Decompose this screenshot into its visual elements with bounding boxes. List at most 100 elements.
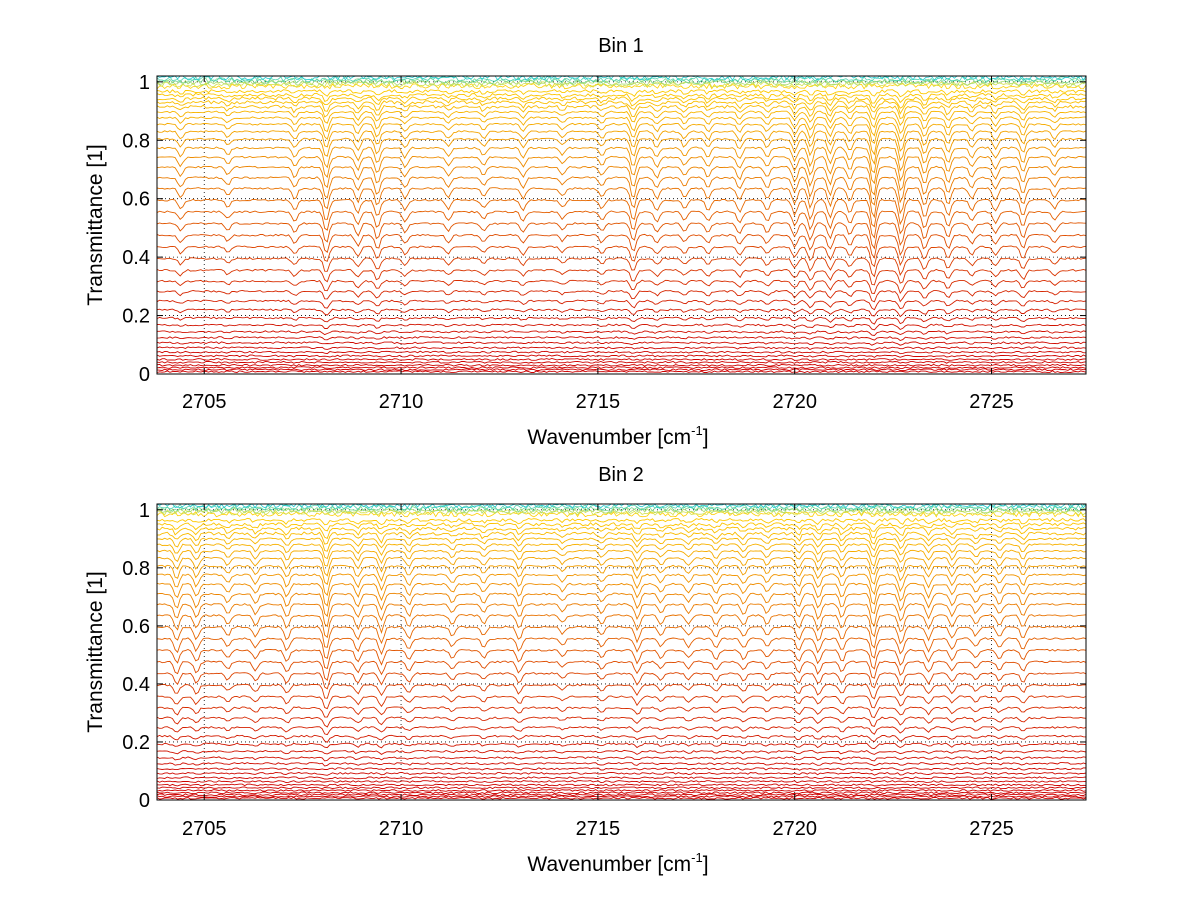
transmittance-curve: [156, 625, 1087, 649]
transmittance-curve: [156, 299, 1087, 311]
x-tick-label: 2725: [969, 818, 1014, 840]
transmittance-curve: [156, 756, 1087, 762]
transmittance-curve: [156, 573, 1087, 597]
transmittance-curve: [156, 279, 1086, 295]
y-tick-label: 0: [139, 790, 150, 812]
axes-box: [156, 75, 1087, 375]
subplot-bin-1: Bin 1 2705 2710 2715 2720 2725 0 0.2 0.4…: [84, 35, 1087, 449]
transmittance-curve: [156, 308, 1087, 318]
transmittance-curve: [156, 122, 1087, 145]
transmittance-curve: [156, 257, 1087, 278]
transmittance-curve: [156, 89, 1087, 98]
transmittance-curve: [156, 762, 1087, 767]
x-tick-label: 2720: [772, 391, 817, 413]
transmittance-curve: [156, 350, 1087, 355]
x-tick-label: 2720: [772, 818, 817, 840]
y-tick-label: 0.4: [122, 247, 150, 269]
transmittance-curve: [156, 110, 1087, 129]
y-tick-label: 1: [139, 72, 150, 94]
transmittance-curve: [157, 531, 1087, 545]
transmittance-curve: [156, 726, 1087, 736]
transmittance-curve: [156, 517, 1087, 526]
x-tick-label: 2705: [182, 818, 227, 840]
y-tick-label: 0: [139, 364, 150, 386]
transmittance-curve: [156, 791, 1087, 795]
transmittance-curve: [156, 783, 1087, 787]
transmittance-curve: [156, 268, 1087, 286]
transmittance-curve: [156, 767, 1087, 771]
transmittance-curve: [156, 683, 1087, 700]
transmittance-curve: [156, 323, 1087, 331]
chart-title: Bin 2: [598, 464, 644, 486]
x-tick-label: 2715: [576, 818, 621, 840]
transmittance-curve: [156, 289, 1087, 303]
transmittance-curve: [157, 672, 1087, 690]
transmittance-curve: [156, 749, 1087, 755]
subplot-bin-2: Bin 2 2705 2710 2715 2720 2725 0 0.2 0.4…: [84, 464, 1087, 876]
transmittance-curve: [156, 222, 1087, 250]
transmittance-curve: [156, 233, 1087, 259]
x-tick-label: 2710: [379, 818, 424, 840]
y-tick-label: 1: [139, 500, 150, 522]
y-tick-labels: 0 0.2 0.4 0.6 0.8 1: [122, 500, 150, 812]
transmittance-curve: [156, 734, 1087, 743]
transmittance-curve: [156, 543, 1087, 560]
transmittance-curve: [156, 603, 1087, 628]
axes-box: [156, 503, 1087, 801]
transmittance-curve: [156, 695, 1087, 710]
x-axis-label-superscript: -1: [691, 850, 703, 865]
transmittance-curve: [156, 104, 1087, 121]
transmittance-curve: [156, 336, 1087, 342]
plot-area: [157, 76, 1086, 374]
transmittance-curve: [157, 330, 1087, 336]
transmittance-curve: [156, 245, 1087, 268]
transmittance-curve: [156, 187, 1087, 219]
transmittance-curve: [156, 96, 1087, 109]
transmittance-curve: [156, 564, 1087, 586]
transmittance-curve: [156, 92, 1087, 104]
transmittance-curve: [156, 210, 1087, 239]
transmittance-curve: [156, 137, 1087, 166]
transmittance-curve: [156, 116, 1087, 137]
transmittance-curve: [156, 346, 1087, 351]
transmittance-curve: [156, 341, 1087, 346]
transmittance-curve: [156, 100, 1087, 115]
y-tick-label: 0.6: [122, 616, 150, 638]
transmittance-curve: [156, 780, 1087, 784]
transmittance-curve: [156, 130, 1087, 156]
transmittance-curve: [156, 771, 1087, 776]
transmittance-curve: [156, 146, 1087, 174]
transmittance-curve: [156, 354, 1087, 358]
y-tick-label: 0.8: [122, 130, 150, 152]
y-tick-label: 0.6: [122, 189, 150, 211]
y-tick-labels: 0 0.2 0.4 0.6 0.8 1: [122, 72, 150, 386]
transmittance-curve: [156, 82, 1087, 90]
transmittance-curve: [156, 793, 1087, 797]
x-tick-labels: 2705 2710 2715 2720 2725: [182, 391, 1014, 413]
transmittance-curve: [156, 776, 1087, 780]
x-tick-label: 2710: [379, 391, 424, 413]
transmittance-curve: [156, 316, 1086, 325]
transmittance-curve: [156, 637, 1087, 659]
transmittance-curve: [156, 592, 1087, 618]
y-axis-label: Transmittance [1]: [84, 144, 107, 305]
x-tick-labels: 2705 2710 2715 2720 2725: [182, 818, 1014, 840]
x-axis-label-close: ]: [703, 853, 709, 876]
y-axis-label: Transmittance [1]: [84, 571, 107, 732]
x-axis-label-text: Wavenumber [cm: [527, 426, 691, 449]
x-axis-label-superscript: -1: [691, 423, 703, 438]
x-axis-label-close: ]: [703, 426, 709, 449]
transmittance-curve: [156, 648, 1087, 670]
transmittance-curve: [156, 549, 1087, 567]
transmittance-curve: [156, 358, 1087, 362]
transmittance-curve: [156, 614, 1087, 639]
transmittance-curve: [156, 789, 1087, 792]
y-tick-label: 0.2: [122, 306, 150, 328]
transmittance-curve: [156, 537, 1087, 552]
transmittance-curve: [156, 716, 1087, 728]
transmittance-curve: [156, 176, 1086, 206]
tick-marks: [157, 504, 1086, 801]
transmittance-curve: [156, 796, 1087, 800]
